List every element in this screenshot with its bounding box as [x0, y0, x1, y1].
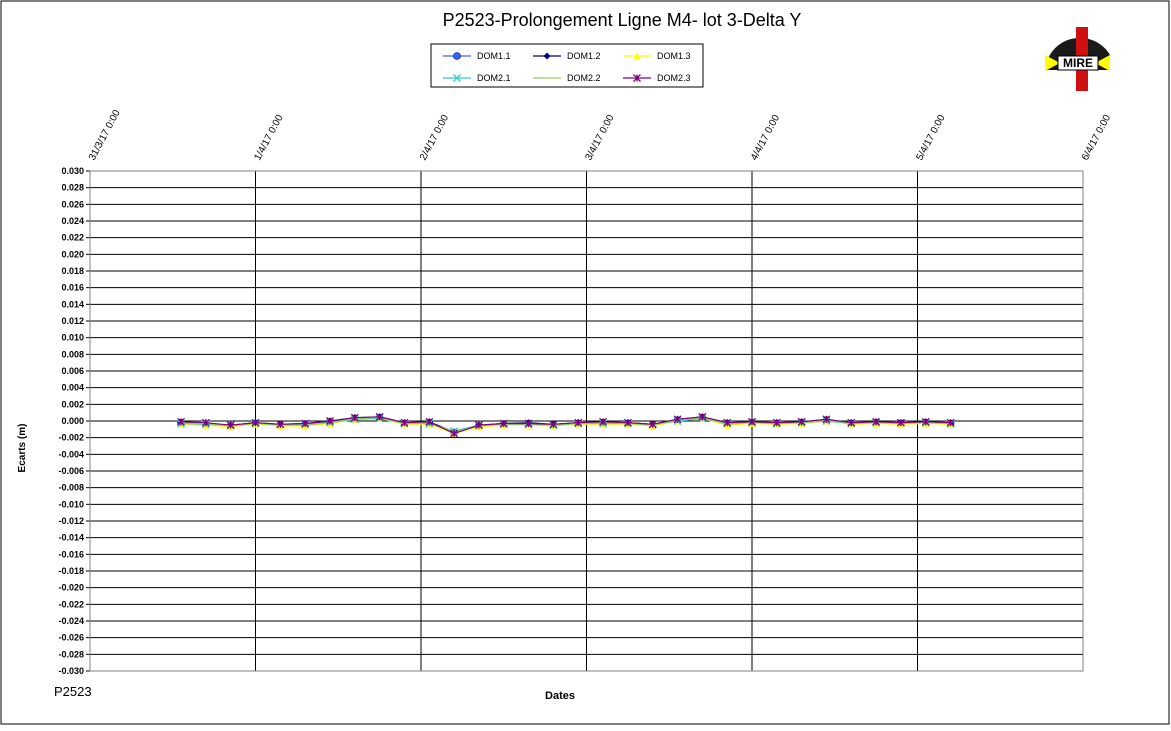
marker	[723, 418, 732, 427]
marker	[201, 418, 210, 427]
y-tick-label: -0.002	[58, 433, 84, 443]
marker	[574, 418, 583, 427]
y-tick-label: -0.018	[58, 566, 84, 576]
marker	[375, 412, 384, 421]
legend	[430, 43, 704, 88]
y-tick-label: 0.022	[61, 233, 84, 243]
y-tick-label: -0.026	[58, 633, 84, 643]
marker	[425, 417, 434, 426]
y-tick-label: -0.024	[58, 616, 84, 626]
y-tick-label: 0.016	[61, 283, 84, 293]
y-tick-label: -0.022	[58, 599, 84, 609]
series	[177, 412, 955, 438]
marker	[797, 417, 806, 426]
y-tick-label: -0.012	[58, 516, 84, 526]
y-tick-label: -0.016	[58, 549, 84, 559]
logo-tri-right	[1095, 55, 1110, 71]
y-tick-label: -0.020	[58, 583, 84, 593]
legend-label: DOM2.2	[567, 73, 601, 83]
y-tick-label: 0.028	[61, 183, 84, 193]
y-tick-label: 0.002	[61, 399, 84, 409]
marker	[400, 418, 409, 427]
marker	[599, 417, 608, 426]
marker	[499, 419, 508, 428]
marker	[350, 413, 359, 422]
marker	[673, 415, 682, 424]
marker	[772, 418, 781, 427]
series-line	[181, 416, 951, 435]
marker	[276, 420, 285, 429]
legend-label: DOM2.3	[657, 73, 691, 83]
marker	[549, 420, 558, 429]
y-tick-label: 0.018	[61, 266, 84, 276]
y-tick-label: -0.006	[58, 466, 84, 476]
marker	[453, 74, 461, 82]
marker	[946, 418, 955, 427]
marker	[822, 415, 831, 424]
y-tick-label: -0.004	[58, 449, 84, 459]
y-tick-label: 0.020	[61, 249, 84, 259]
y-tick-label: 0.014	[61, 299, 84, 309]
marker	[226, 421, 235, 430]
logo: MIRE	[1045, 27, 1111, 91]
marker	[623, 418, 632, 427]
marker	[177, 417, 185, 426]
marker	[921, 417, 930, 426]
marker	[847, 418, 856, 427]
marker	[474, 421, 483, 430]
marker	[872, 417, 881, 426]
marker	[453, 52, 461, 60]
marker	[633, 52, 641, 60]
logo-box	[1057, 55, 1099, 71]
y-tick-label: -0.030	[58, 666, 84, 676]
marker	[524, 419, 533, 428]
marker	[326, 417, 334, 425]
y-tick-label: -0.028	[58, 649, 84, 659]
legend-label: DOM1.2	[567, 51, 601, 61]
y-tick-label: 0.006	[61, 366, 84, 376]
marker	[450, 429, 459, 438]
logo-text: MIRE	[1063, 56, 1093, 70]
x-axis-label: Dates	[545, 690, 575, 702]
y-tick-label: 0.008	[61, 349, 84, 359]
marker	[251, 418, 260, 427]
marker	[698, 412, 707, 421]
y-tick-label: 0.024	[61, 216, 84, 226]
series-line	[181, 417, 951, 433]
y-tick-label: 0.012	[61, 316, 84, 326]
y-tick-label: -0.014	[58, 533, 84, 543]
marker	[301, 419, 310, 428]
footer: P2523	[54, 684, 92, 699]
marker	[543, 52, 551, 60]
legend-label: DOM1.1	[477, 51, 511, 61]
y-tick-label: 0.026	[61, 199, 84, 209]
legend-label: DOM2.1	[477, 73, 511, 83]
marker	[748, 417, 756, 426]
y-axis-label: Ecarts (m)	[17, 424, 28, 473]
marker	[896, 418, 905, 427]
series	[181, 417, 951, 433]
y-tick-label: 0.000	[61, 416, 84, 426]
marker	[648, 420, 657, 429]
marker	[633, 74, 641, 82]
plot-area	[89, 170, 1084, 672]
y-tick-label: 0.010	[61, 333, 84, 343]
y-tick-label: 0.004	[61, 383, 84, 393]
logo-tri-left	[1045, 55, 1060, 71]
y-tick-label: -0.008	[58, 483, 84, 493]
chart-title: P2523-Prolongement Ligne M4- lot 3-Delta…	[443, 10, 802, 30]
legend-label: DOM1.3	[657, 51, 691, 61]
y-tick-label: 0.030	[61, 166, 84, 176]
y-tick-label: -0.010	[58, 499, 84, 509]
